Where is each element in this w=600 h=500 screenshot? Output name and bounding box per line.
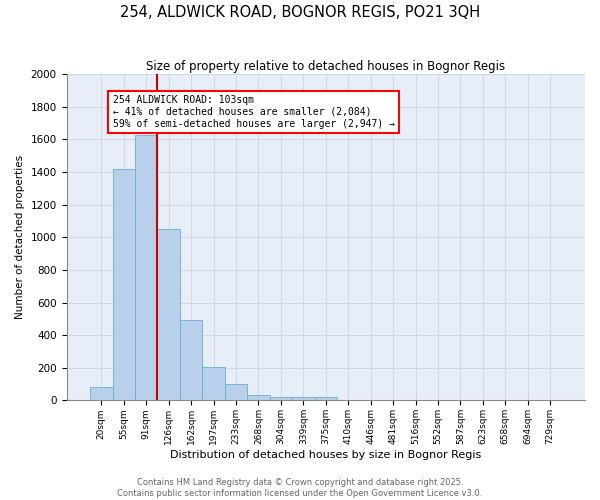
Bar xyxy=(292,398,314,400)
Title: Size of property relative to detached houses in Bognor Regis: Size of property relative to detached ho… xyxy=(146,60,505,73)
Bar xyxy=(225,384,247,400)
Bar xyxy=(180,320,202,400)
Bar xyxy=(135,134,157,400)
X-axis label: Distribution of detached houses by size in Bognor Regis: Distribution of detached houses by size … xyxy=(170,450,481,460)
Bar xyxy=(113,169,135,400)
Bar xyxy=(247,394,269,400)
Bar xyxy=(314,398,337,400)
Bar xyxy=(157,229,180,400)
Bar xyxy=(202,367,225,400)
Bar xyxy=(90,388,113,400)
Text: 254, ALDWICK ROAD, BOGNOR REGIS, PO21 3QH: 254, ALDWICK ROAD, BOGNOR REGIS, PO21 3Q… xyxy=(120,5,480,20)
Bar xyxy=(269,397,292,400)
Y-axis label: Number of detached properties: Number of detached properties xyxy=(15,155,25,320)
Text: 254 ALDWICK ROAD: 103sqm
← 41% of detached houses are smaller (2,084)
59% of sem: 254 ALDWICK ROAD: 103sqm ← 41% of detach… xyxy=(113,96,395,128)
Text: Contains HM Land Registry data © Crown copyright and database right 2025.
Contai: Contains HM Land Registry data © Crown c… xyxy=(118,478,482,498)
